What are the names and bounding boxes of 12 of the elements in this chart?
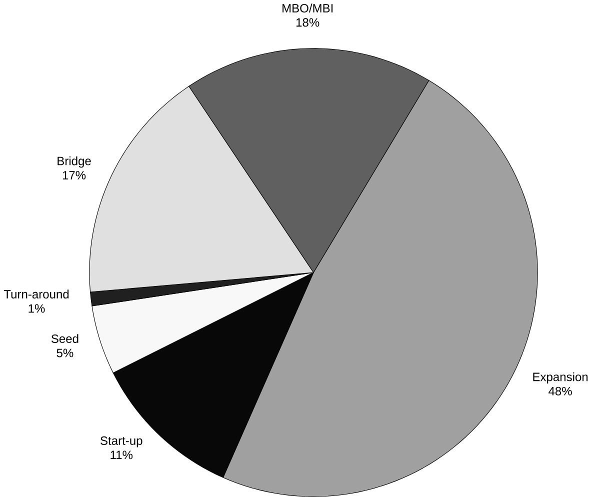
data-label: 18% (296, 18, 320, 27)
data-label: 17% (62, 171, 86, 180)
slice-label: Start-up (100, 436, 142, 448)
data-label: 11% (110, 450, 133, 460)
data-label: 5% (56, 348, 74, 358)
data-label: 1% (28, 304, 45, 313)
data-label: 48% (548, 386, 572, 396)
slice-label: MBO/MBI (282, 4, 333, 13)
slice-label: Turn-around (4, 290, 69, 299)
slice-label: Bridge (58, 156, 91, 168)
slice-label: Seed (51, 334, 78, 344)
slice-label: Expansion (533, 372, 588, 384)
